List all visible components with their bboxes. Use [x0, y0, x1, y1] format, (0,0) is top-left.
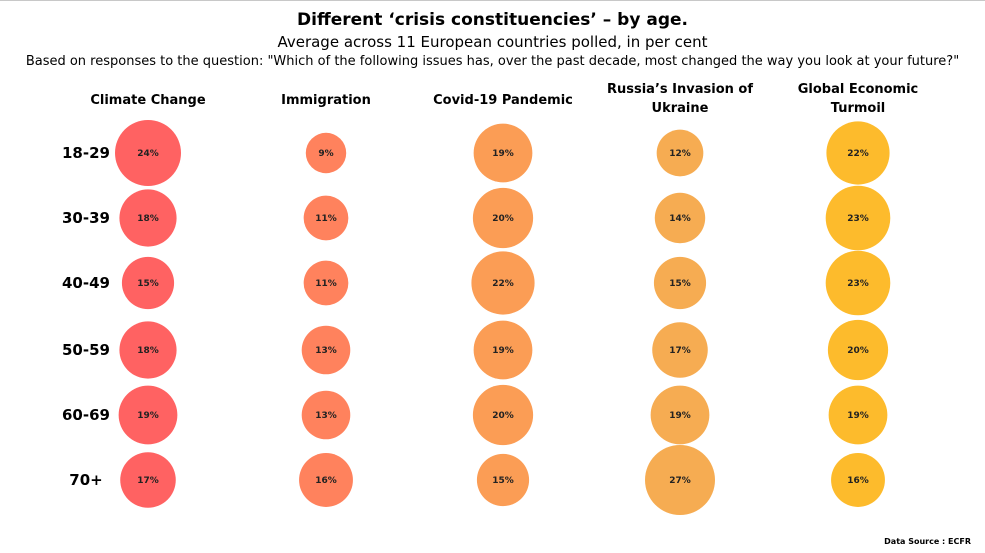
- row-label-18-29: 18-29: [62, 144, 110, 162]
- value-label-70+-col-4: 16%: [847, 476, 869, 486]
- survey-question: Based on responses to the question: "Whi…: [25, 54, 960, 69]
- bubble-70+-col-4: [831, 453, 885, 507]
- bubble-30-39-col-3: [654, 192, 706, 244]
- value-label-50-59-col-0: 18%: [137, 346, 159, 356]
- bubble-60-69-col-3: [650, 385, 710, 445]
- value-label-40-49-col-0: 15%: [137, 279, 159, 289]
- column-header-4-line-0: Global Economic: [798, 82, 919, 97]
- value-label-60-69-col-4: 19%: [847, 411, 869, 421]
- bubble-60-69-col-1: [301, 390, 351, 440]
- value-label-50-59-col-4: 20%: [847, 346, 869, 356]
- top-rule: [0, 0, 985, 1]
- bubble-70+-col-1: [299, 453, 353, 507]
- row-label-70+: 70+: [69, 471, 102, 489]
- value-label-70+-col-2: 15%: [492, 476, 514, 486]
- bubble-70+-col-3: [645, 445, 715, 515]
- bubble-30-39-col-0: [119, 189, 177, 247]
- bubble-60-69-col-0: [118, 385, 178, 445]
- row-label-50-59: 50-59: [62, 341, 110, 359]
- value-label-18-29-col-0: 24%: [137, 149, 159, 159]
- value-label-30-39-col-1: 11%: [315, 214, 337, 224]
- value-label-18-29-col-1: 9%: [318, 149, 333, 159]
- bubble-40-49-col-0: [121, 256, 175, 310]
- bubble-60-69-col-2: [472, 384, 534, 446]
- value-label-30-39-col-4: 23%: [847, 214, 869, 224]
- value-label-70+-col-3: 27%: [669, 476, 691, 486]
- chart-subtitle: Average across 11 European countries pol…: [277, 33, 708, 51]
- data-source: Data Source : ECFR: [884, 537, 971, 546]
- bubble-50-59-col-0: [119, 321, 177, 379]
- bubble-50-59-col-3: [652, 322, 708, 378]
- column-header-2-line-0: Covid-19 Pandemic: [433, 93, 573, 108]
- bubble-50-59-col-1: [301, 325, 351, 375]
- column-header-3-line-1: Ukraine: [652, 101, 709, 116]
- row-label-60-69: 60-69: [62, 406, 110, 424]
- bubble-40-49-col-2: [471, 251, 535, 315]
- value-label-70+-col-0: 17%: [137, 476, 159, 486]
- value-label-60-69-col-3: 19%: [669, 411, 691, 421]
- bubble-70+-col-2: [476, 453, 530, 507]
- column-header-4-line-1: Turmoil: [831, 101, 886, 116]
- value-label-50-59-col-3: 17%: [669, 346, 691, 356]
- bubble-40-49-col-3: [653, 256, 707, 310]
- bubble-40-49-col-4: [825, 250, 891, 316]
- bubble-30-39-col-4: [825, 185, 891, 251]
- bubble-18-29-col-0: [115, 120, 181, 186]
- column-header-0-line-0: Climate Change: [90, 93, 205, 108]
- row-label-40-49: 40-49: [62, 274, 110, 292]
- row-label-30-39: 30-39: [62, 209, 110, 227]
- bubble-18-29-col-2: [473, 123, 533, 183]
- bubble-50-59-col-4: [827, 319, 889, 381]
- value-label-40-49-col-3: 15%: [669, 279, 691, 289]
- bubble-18-29-col-1: [305, 132, 347, 174]
- value-label-70+-col-1: 16%: [315, 476, 337, 486]
- value-label-30-39-col-3: 14%: [669, 214, 691, 224]
- column-header-3-line-0: Russia’s Invasion of: [607, 82, 753, 97]
- bubble-40-49-col-1: [303, 260, 349, 306]
- value-label-18-29-col-2: 19%: [492, 149, 514, 159]
- chart-title: Different ‘crisis constituencies’ – by a…: [297, 10, 688, 30]
- bubble-30-39-col-2: [472, 187, 534, 249]
- value-label-60-69-col-0: 19%: [137, 411, 159, 421]
- bubble-18-29-col-4: [826, 121, 890, 185]
- value-label-30-39-col-2: 20%: [492, 214, 514, 224]
- value-label-18-29-col-4: 22%: [847, 149, 869, 159]
- bubble-60-69-col-4: [828, 385, 888, 445]
- value-label-18-29-col-3: 12%: [669, 149, 691, 159]
- bubble-18-29-col-3: [656, 129, 704, 177]
- value-label-50-59-col-2: 19%: [492, 346, 514, 356]
- bubble-70+-col-0: [120, 452, 176, 508]
- bubble-30-39-col-1: [303, 195, 349, 241]
- value-label-50-59-col-1: 13%: [315, 346, 337, 356]
- value-label-60-69-col-1: 13%: [315, 411, 337, 421]
- column-header-1-line-0: Immigration: [281, 93, 371, 108]
- value-label-40-49-col-1: 11%: [315, 279, 337, 289]
- value-label-30-39-col-0: 18%: [137, 214, 159, 224]
- value-label-60-69-col-2: 20%: [492, 411, 514, 421]
- value-label-40-49-col-4: 23%: [847, 279, 869, 289]
- value-label-40-49-col-2: 22%: [492, 279, 514, 289]
- bubble-50-59-col-2: [473, 320, 533, 380]
